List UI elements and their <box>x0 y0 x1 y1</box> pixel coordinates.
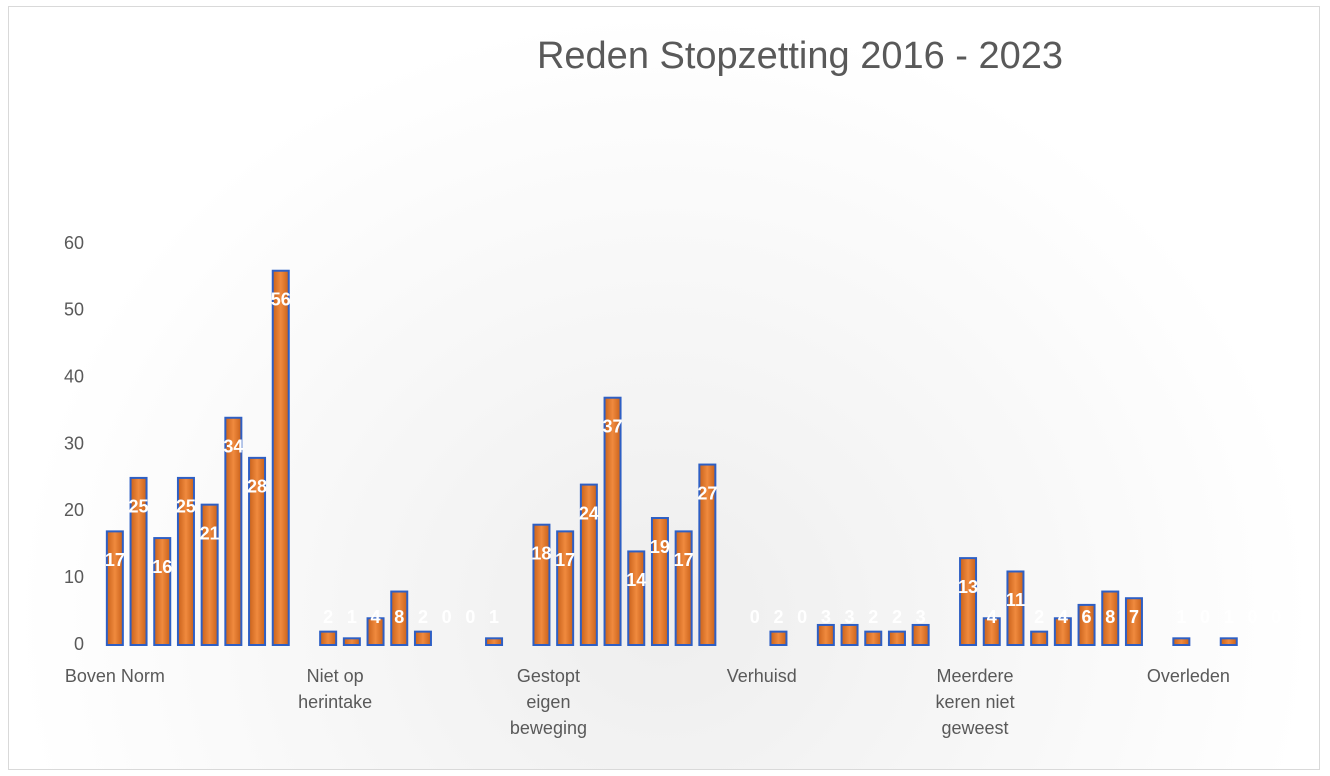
data-label: 18 <box>531 543 551 563</box>
y-tick-label: 0 <box>74 634 84 654</box>
bar <box>129 476 148 646</box>
data-label: 3 <box>916 607 926 627</box>
bar <box>485 637 504 646</box>
bar <box>413 630 432 647</box>
data-label: 7 <box>1129 607 1139 627</box>
bar <box>556 530 575 647</box>
bar <box>627 550 646 647</box>
data-label: 34 <box>223 437 243 457</box>
data-label: 1 <box>347 607 357 627</box>
data-label: 16 <box>152 557 172 577</box>
data-label: 17 <box>674 550 694 570</box>
data-label: 56 <box>271 289 291 309</box>
bar <box>1053 617 1072 646</box>
bar <box>319 630 338 647</box>
data-label: 17 <box>555 550 575 570</box>
x-tick-label: Overleden <box>1146 666 1230 686</box>
bar <box>532 523 551 647</box>
bar <box>674 530 693 647</box>
bar <box>1124 597 1143 647</box>
data-label: 25 <box>176 497 196 517</box>
bar <box>366 617 385 646</box>
data-label: 14 <box>626 570 646 590</box>
data-label: 0 <box>1271 607 1281 627</box>
data-label: 2 <box>1034 607 1044 627</box>
data-label: 8 <box>1105 607 1115 627</box>
data-label: 6 <box>1082 607 1092 627</box>
data-label: 25 <box>129 497 149 517</box>
data-label: 3 <box>821 607 831 627</box>
bar <box>887 630 906 647</box>
data-label: 1 <box>489 607 499 627</box>
bar <box>200 503 219 646</box>
data-label: 8 <box>394 607 404 627</box>
data-label: 2 <box>868 607 878 627</box>
data-label: 4 <box>1058 607 1068 627</box>
data-label: 0 <box>797 607 807 627</box>
y-tick-label: 10 <box>64 567 84 587</box>
bar <box>153 537 172 646</box>
bar <box>911 623 930 647</box>
bar <box>650 517 669 646</box>
data-label: 2 <box>892 607 902 627</box>
data-label: 0 <box>1247 607 1257 627</box>
data-label: 21 <box>200 523 220 543</box>
bar <box>1006 570 1025 647</box>
data-label: 2 <box>323 607 333 627</box>
data-label: 2 <box>773 607 783 627</box>
y-tick-label: 20 <box>64 500 84 520</box>
data-label: 37 <box>603 416 623 436</box>
x-tick-label: Gestopt eigen beweging <box>509 666 587 738</box>
bar <box>105 530 124 647</box>
x-tick-label: Niet op herintake <box>298 666 373 712</box>
bar <box>390 590 409 646</box>
bar <box>840 623 859 647</box>
bar <box>1172 637 1191 646</box>
x-tick-label: Meerdere keren niet geweest <box>935 666 1015 738</box>
data-label: 1 <box>1224 607 1234 627</box>
bar <box>1077 603 1096 647</box>
data-label: 1 <box>1176 607 1186 627</box>
bar <box>271 269 290 646</box>
data-label: 17 <box>105 550 125 570</box>
bar <box>769 630 788 647</box>
bar <box>176 476 195 646</box>
bar <box>816 623 835 647</box>
y-tick-label: 50 <box>64 300 84 320</box>
data-label: 0 <box>750 607 760 627</box>
bar <box>1219 637 1238 646</box>
data-label: 27 <box>697 483 717 503</box>
y-tick-label: 40 <box>64 366 84 386</box>
bar <box>603 396 622 647</box>
data-label: 0 <box>442 607 452 627</box>
bar <box>698 463 717 646</box>
chart-title: Reden Stopzetting 2016 - 2023 <box>537 35 1063 77</box>
data-label: 13 <box>958 577 978 597</box>
data-label: 11 <box>1006 590 1025 610</box>
bar <box>342 637 361 646</box>
bar <box>579 483 598 646</box>
bar <box>1030 630 1049 647</box>
data-label: 4 <box>987 607 997 627</box>
data-label: 19 <box>650 537 670 557</box>
data-label: 2 <box>418 607 428 627</box>
data-label: 3 <box>845 607 855 627</box>
data-label: 0 <box>465 607 475 627</box>
bar <box>959 557 978 646</box>
y-tick-label: 30 <box>64 433 84 453</box>
y-tick-label: 60 <box>64 233 84 253</box>
x-tick-label: Verhuisd <box>726 666 797 686</box>
data-label: 24 <box>579 503 599 523</box>
bar <box>864 630 883 647</box>
bar <box>982 617 1001 646</box>
bar <box>1101 590 1120 646</box>
data-label: 0 <box>1200 607 1210 627</box>
x-tick-label: Boven Norm <box>64 666 165 686</box>
data-label: 4 <box>371 607 381 627</box>
bar <box>224 416 243 646</box>
data-label: 28 <box>247 477 267 497</box>
bar <box>248 456 267 646</box>
